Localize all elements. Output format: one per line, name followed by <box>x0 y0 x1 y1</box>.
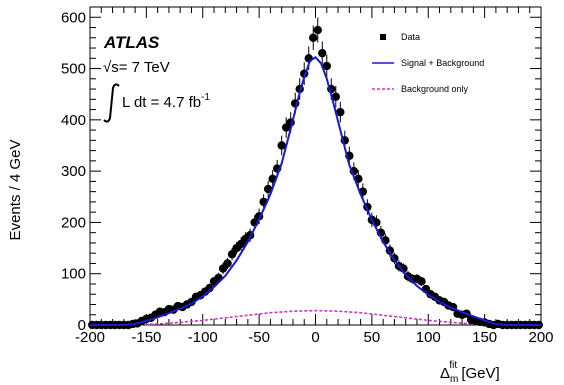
data-point <box>263 184 273 194</box>
data-point <box>277 141 286 150</box>
data-point <box>223 259 232 268</box>
y-tick-label: 0 <box>78 317 86 334</box>
plot-frame <box>89 6 542 326</box>
legend-label-background-only: Background only <box>401 84 469 94</box>
data-point <box>313 25 322 35</box>
legend-label-data: Data <box>401 32 420 42</box>
energy-label: √s= 7 TeV <box>103 59 170 76</box>
background-only-curve <box>90 309 541 326</box>
x-tick-label: -150 <box>131 329 161 346</box>
x-axis-title-sup: fit <box>449 360 457 371</box>
data-point <box>309 33 318 42</box>
x-tick-label: 150 <box>472 329 497 346</box>
luminosity-superscript: -1 <box>201 92 210 103</box>
data-point <box>417 277 426 286</box>
x-tick-label: -200 <box>75 329 105 346</box>
data-point <box>336 107 345 117</box>
luminosity-text: L dt = 4.7 fb <box>122 94 201 111</box>
data-point <box>331 92 340 101</box>
x-axis-title-unit: [GeV] <box>457 365 500 382</box>
x-axis-title-main: Δ <box>440 365 450 382</box>
integral-symbol <box>103 83 120 123</box>
atlas-label-group: ATLAS √s= 7 TeV L dt = 4.7 fb-1 <box>103 33 210 123</box>
x-axis-title-sub: m <box>450 374 458 385</box>
legend-label-signal-background: Signal + Background <box>401 58 484 68</box>
y-tick-label: 500 <box>61 61 86 78</box>
luminosity-label: L dt = 4.7 fb-1 <box>122 92 210 111</box>
plot-area: -200 -150 -100 -50 0 50 100 150 200 0 100 200 300 400… <box>61 6 554 346</box>
y-tick-label: 300 <box>61 163 86 180</box>
signal-background-curve <box>90 56 541 326</box>
experiment-label: ATLAS <box>103 33 160 52</box>
data-point <box>318 48 327 58</box>
x-tick-label: 200 <box>528 329 553 346</box>
data-point <box>322 61 331 71</box>
energy-label-prefix: √s <box>103 59 119 76</box>
y-tick-label: 400 <box>61 112 86 129</box>
y-tick-label: 200 <box>61 214 86 231</box>
data-point <box>227 250 237 259</box>
data-point <box>399 264 408 273</box>
x-axis-title: Δm fit [GeV] <box>440 360 500 385</box>
y-axis-title: Events / 4 GeV <box>7 140 24 241</box>
x-tick-label: -50 <box>248 329 270 346</box>
x-tick-label: -100 <box>188 329 218 346</box>
y-tick-label: 600 <box>61 9 86 26</box>
legend-marker-data <box>380 34 386 40</box>
x-tick-label: 0 <box>311 329 319 346</box>
x-tick-label: 100 <box>416 329 441 346</box>
energy-label-suffix: = 7 TeV <box>119 59 170 76</box>
legend: Data Signal + Background Background only <box>372 32 484 94</box>
y-tick-label: 100 <box>61 266 86 283</box>
x-tick-label: 50 <box>364 329 381 346</box>
